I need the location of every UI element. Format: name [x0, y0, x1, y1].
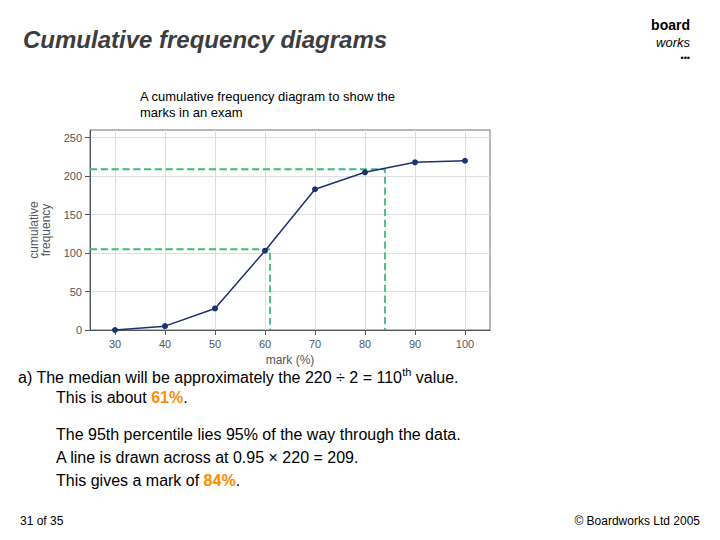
- svg-text:.: .: [236, 472, 240, 489]
- svg-text:mark (%): mark (%): [266, 353, 315, 367]
- svg-text:Cumulative frequency diagrams: Cumulative frequency diagrams: [23, 26, 387, 53]
- svg-text:value.: value.: [411, 369, 458, 386]
- svg-text:board: board: [651, 17, 690, 33]
- svg-text:31 of 35: 31 of 35: [20, 514, 64, 528]
- svg-text:0: 0: [76, 324, 82, 336]
- svg-text:60: 60: [259, 338, 271, 350]
- svg-text:marks in an exam: marks in an exam: [140, 105, 243, 120]
- svg-text:.: .: [183, 389, 187, 406]
- svg-text:30: 30: [109, 338, 121, 350]
- svg-text:50: 50: [70, 286, 82, 298]
- svg-text:cumulative: cumulative: [27, 201, 41, 259]
- svg-text:th: th: [402, 366, 411, 378]
- svg-text:50: 50: [209, 338, 221, 350]
- svg-text:61%: 61%: [151, 389, 183, 406]
- svg-text:40: 40: [159, 338, 171, 350]
- svg-text:•••: •••: [681, 53, 690, 63]
- svg-text:250: 250: [64, 132, 82, 144]
- svg-text:The 95th percentile lies 95% o: The 95th percentile lies 95% of the way …: [56, 426, 461, 443]
- svg-text:a) The median will be approxim: a) The median will be approximately the …: [18, 369, 402, 386]
- svg-text:This is about: This is about: [56, 389, 151, 406]
- svg-text:200: 200: [64, 170, 82, 182]
- svg-text:150: 150: [64, 209, 82, 221]
- svg-text:80: 80: [359, 338, 371, 350]
- svg-text:70: 70: [309, 338, 321, 350]
- svg-text:frequency: frequency: [39, 204, 53, 257]
- svg-text:© Boardworks Ltd 2005: © Boardworks Ltd 2005: [574, 514, 700, 528]
- svg-text:84%: 84%: [204, 472, 236, 489]
- svg-text:A cumulative frequency diagram: A cumulative frequency diagram to show t…: [140, 89, 395, 104]
- svg-text:100: 100: [456, 338, 474, 350]
- svg-text:100: 100: [64, 247, 82, 259]
- svg-text:This gives a mark of: This gives a mark of: [56, 472, 204, 489]
- svg-text:90: 90: [409, 338, 421, 350]
- svg-text:works: works: [656, 35, 690, 50]
- svg-text:A line is drawn across at 0.95: A line is drawn across at 0.95 × 220 = 2…: [56, 449, 358, 466]
